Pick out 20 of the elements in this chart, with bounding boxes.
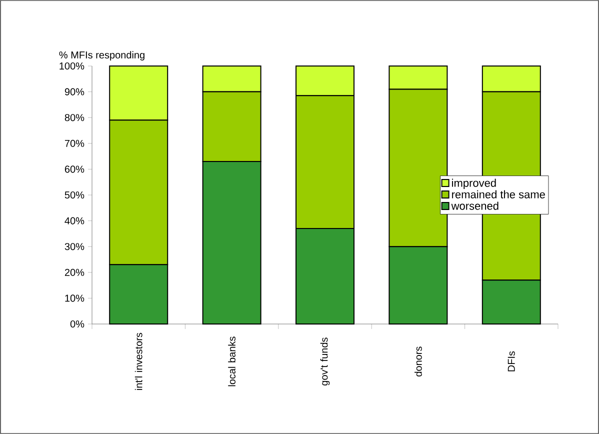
y-tick-label: 90% bbox=[64, 88, 84, 96]
x-tick-label: gov't funds bbox=[320, 338, 330, 386]
x-tick-label: int'l investors bbox=[134, 332, 142, 390]
y-tick-label: 20% bbox=[64, 268, 84, 276]
y-tick-label: 0% bbox=[70, 320, 84, 328]
y-tick-label: 50% bbox=[64, 191, 84, 199]
y-tick-label: 60% bbox=[64, 166, 84, 173]
x-tick-label: local banks bbox=[228, 336, 236, 386]
y-tick-label: 70% bbox=[64, 140, 84, 147]
y-axis-title: % MFIs responding bbox=[59, 51, 144, 60]
legend-label: remained the same bbox=[452, 190, 545, 198]
y-tick-label: 30% bbox=[64, 243, 84, 250]
y-tick-label: 40% bbox=[64, 217, 84, 224]
y-tick-label: 80% bbox=[64, 114, 84, 122]
legend-label: improved bbox=[452, 178, 496, 190]
legend-label: worsened bbox=[451, 202, 498, 210]
x-tick-label: donors bbox=[414, 346, 422, 376]
y-tick-label: 10% bbox=[65, 294, 84, 302]
x-tick-label: DFIs bbox=[508, 351, 515, 372]
y-tick-label: 100% bbox=[60, 62, 84, 70]
